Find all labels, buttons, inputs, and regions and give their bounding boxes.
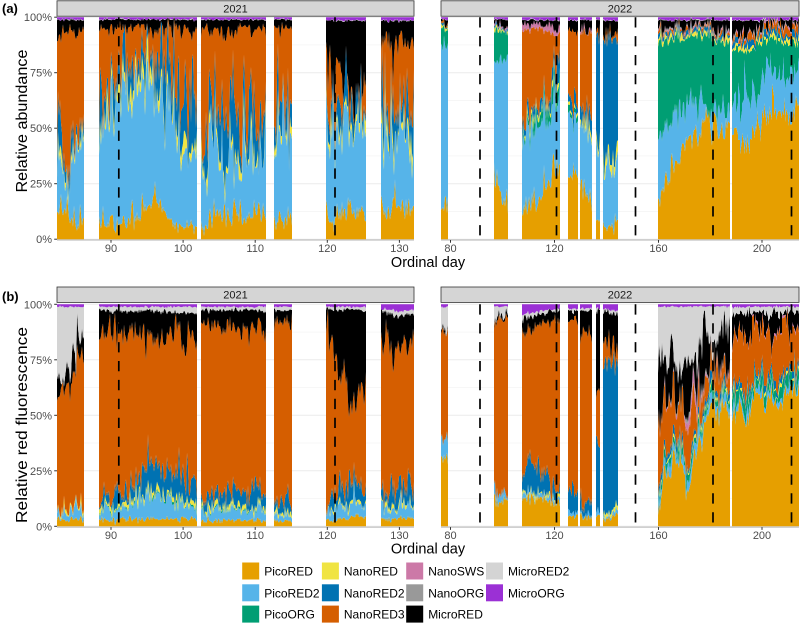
svg-text:100: 100 bbox=[174, 243, 192, 255]
svg-text:200: 200 bbox=[753, 530, 771, 542]
svg-text:PicoRED: PicoRED bbox=[264, 565, 313, 579]
svg-text:(b): (b) bbox=[2, 289, 19, 304]
svg-text:25%: 25% bbox=[30, 179, 52, 191]
svg-text:NanoRED2: NanoRED2 bbox=[344, 586, 405, 600]
svg-text:NanoRED: NanoRED bbox=[344, 565, 398, 579]
svg-text:100%: 100% bbox=[24, 12, 52, 24]
svg-text:2021: 2021 bbox=[223, 3, 247, 15]
svg-text:90: 90 bbox=[105, 530, 117, 542]
svg-text:130: 130 bbox=[390, 243, 408, 255]
svg-text:PicoRED2: PicoRED2 bbox=[264, 586, 320, 600]
svg-text:Relative abundance: Relative abundance bbox=[14, 49, 31, 192]
svg-text:2022: 2022 bbox=[608, 290, 632, 302]
svg-text:160: 160 bbox=[649, 243, 667, 255]
svg-text:75%: 75% bbox=[30, 355, 52, 367]
svg-text:110: 110 bbox=[246, 530, 264, 542]
svg-text:130: 130 bbox=[390, 530, 408, 542]
svg-text:50%: 50% bbox=[30, 410, 52, 422]
svg-text:Relative red fluorescence: Relative red fluorescence bbox=[14, 327, 31, 523]
svg-text:75%: 75% bbox=[30, 68, 52, 80]
svg-text:120: 120 bbox=[318, 243, 336, 255]
svg-text:MicroRED: MicroRED bbox=[428, 608, 483, 622]
svg-text:NanoRED3: NanoRED3 bbox=[344, 608, 405, 622]
svg-text:Ordinal day: Ordinal day bbox=[391, 542, 466, 558]
svg-text:100%: 100% bbox=[24, 299, 52, 311]
svg-text:160: 160 bbox=[649, 530, 667, 542]
svg-text:0%: 0% bbox=[36, 234, 52, 246]
svg-text:Ordinal day: Ordinal day bbox=[391, 255, 466, 271]
svg-text:90: 90 bbox=[105, 243, 117, 255]
svg-text:120: 120 bbox=[545, 530, 563, 542]
svg-text:NanoSWS: NanoSWS bbox=[428, 565, 484, 579]
svg-text:50%: 50% bbox=[30, 123, 52, 135]
svg-text:NanoORG: NanoORG bbox=[428, 586, 484, 600]
svg-text:PicoORG: PicoORG bbox=[264, 608, 315, 622]
svg-text:80: 80 bbox=[444, 530, 456, 542]
svg-text:MicroORG: MicroORG bbox=[508, 586, 565, 600]
svg-text:110: 110 bbox=[246, 243, 264, 255]
svg-text:(a): (a) bbox=[2, 1, 18, 16]
svg-text:25%: 25% bbox=[30, 466, 52, 478]
svg-text:MicroRED2: MicroRED2 bbox=[508, 565, 570, 579]
svg-text:120: 120 bbox=[318, 530, 336, 542]
svg-text:0%: 0% bbox=[36, 521, 52, 533]
svg-text:2022: 2022 bbox=[608, 3, 632, 15]
svg-text:2021: 2021 bbox=[223, 290, 247, 302]
svg-text:100: 100 bbox=[174, 530, 192, 542]
svg-text:80: 80 bbox=[444, 243, 456, 255]
svg-text:200: 200 bbox=[753, 243, 771, 255]
svg-text:120: 120 bbox=[545, 243, 563, 255]
